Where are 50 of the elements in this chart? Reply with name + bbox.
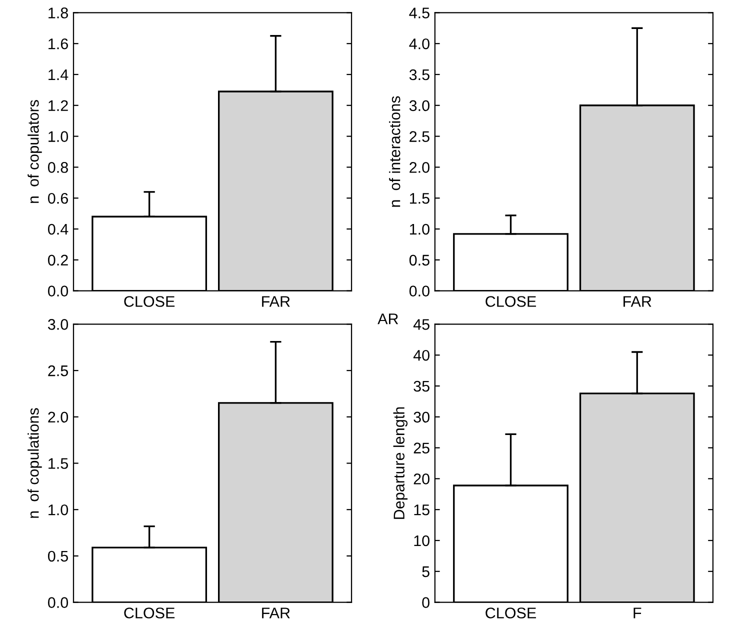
y-tick-label: 0.5 [48,550,68,562]
x-tick-label: CLOSE [124,296,175,307]
y-tick-label: 1.0 [48,504,68,516]
y-tick-label: 0.5 [409,254,430,266]
y-tick-label: 1.0 [410,224,430,235]
y-axis-title: n of copulators [28,100,42,203]
y-tick-label: 1.2 [48,100,68,111]
y-tick-label: 5 [422,566,430,578]
y-tick-label: 2.5 [410,131,430,142]
y-tick-label: 10 [414,535,430,546]
y-axis-title: n of copulations [28,408,42,518]
y-tick-label: 15 [414,504,430,516]
text: AR [378,314,398,324]
x-tick-label: FAR [262,296,290,307]
y-tick-label: 2.0 [410,162,430,173]
y-axis-title: Departure length [393,407,408,519]
y-tick-label: 2.0 [48,412,68,423]
x-tick-label: F [634,608,642,618]
y-tick-label: 0.8 [48,162,68,173]
y-tick-label: 3.5 [409,69,430,80]
y-tick-label: 0.2 [48,254,68,266]
y-tick-label: 4.5 [409,8,430,18]
x-tick-label: FAR [624,296,652,307]
y-tick-label: 0.0 [48,597,68,608]
y-tick-label: 1.5 [410,193,430,204]
y-tick-label: 20 [414,474,430,484]
y-tick-label: 2.5 [48,365,68,376]
y-tick-label: 1.4 [48,70,68,80]
y-tick-label: 0.6 [48,192,68,204]
x-tick-label: FAR [262,608,290,618]
y-tick-label: 0.0 [48,286,68,296]
y-tick-label: 25 [414,442,430,454]
y-tick-label: 0 [422,597,430,608]
x-tick-label: CLOSE [124,608,175,618]
y-tick-label: 45 [413,319,430,330]
y-tick-label: 0.4 [48,224,68,235]
y-tick-label: 1.8 [48,8,68,18]
y-tick-label: 30 [414,412,430,423]
x-tick-label: CLOSE [486,608,536,618]
y-tick-label: 0.0 [409,286,430,296]
y-tick-label: 1.5 [48,458,68,469]
y-tick-label: 1.0 [48,131,68,142]
y-tick-label: 35 [414,380,430,392]
y-tick-label: 4.0 [409,38,430,50]
y-axis-title: n of interactions [389,96,400,207]
x-tick-label: CLOSE [486,296,536,307]
y-tick-label: 1.6 [48,38,68,50]
y-tick-label: 3.0 [409,100,430,112]
y-tick-label: 3.0 [48,319,68,330]
y-tick-label: 40 [413,350,430,361]
